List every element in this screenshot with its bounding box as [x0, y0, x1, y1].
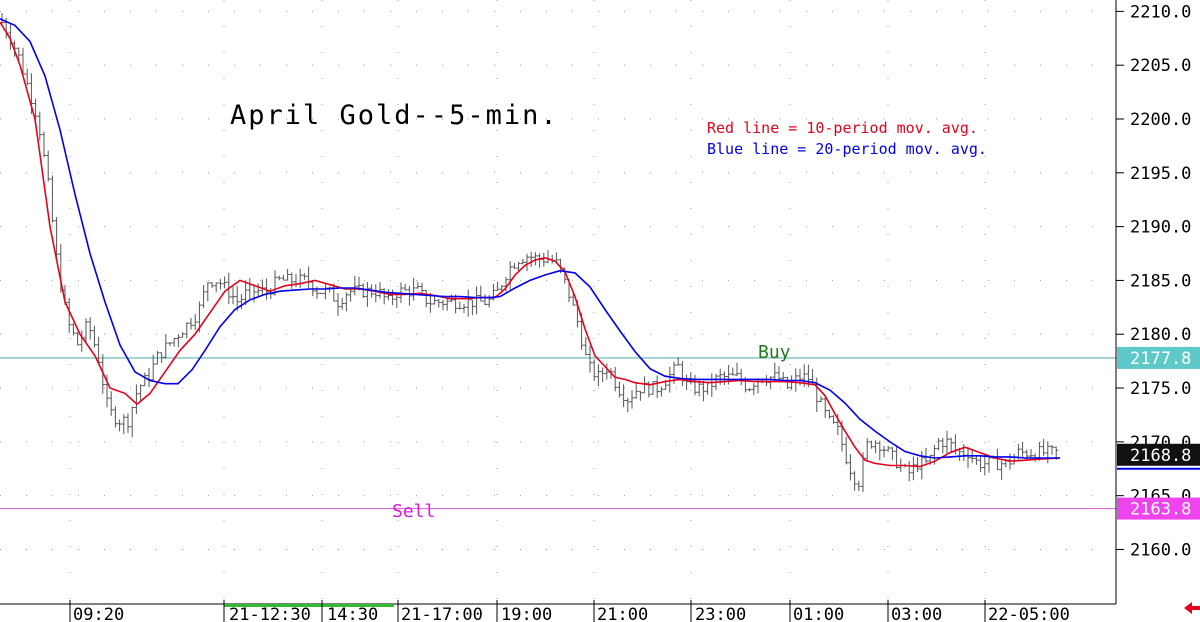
- price-tag-label: 2177.8: [1130, 349, 1191, 369]
- x-tick-label: 03:00: [891, 605, 942, 622]
- x-axis-ticks: 09:20 21-12:30 14:30 21-17:00 19:00 21:00 23:0…: [69, 600, 1070, 622]
- legend-blue: Blue line = 20-period mov. avg.: [707, 140, 987, 158]
- x-tick-label: 22-05:00: [988, 605, 1070, 622]
- x-tick-label: 21:00: [597, 605, 648, 622]
- price-tag-box: [1117, 497, 1200, 520]
- buy-label: Buy: [758, 342, 791, 363]
- y-tick-label: 2190.0: [1130, 218, 1191, 238]
- y-tick-label: 2200.0: [1130, 110, 1191, 130]
- chart-title: April Gold--5-min.: [230, 100, 559, 131]
- scroll-left-arrow-icon[interactable]: [1184, 602, 1200, 614]
- y-tick-label: 2175.0: [1130, 379, 1191, 399]
- price-tag-box: [1117, 346, 1200, 369]
- level-lines: [0, 357, 1116, 510]
- y-tick-label: 2210.0: [1130, 2, 1191, 22]
- x-tick-label: 23:00: [695, 605, 746, 622]
- blue-moving-average-line: [0, 18, 1060, 459]
- x-tick-label: 14:30: [327, 605, 378, 622]
- red-moving-average-line: [0, 21, 1061, 468]
- moving-average-lines: [0, 18, 1061, 468]
- price-tag-label: 2168.8: [1130, 446, 1191, 466]
- price-tag-box: [1117, 443, 1200, 466]
- y-tick-label: 2185.0: [1130, 271, 1191, 291]
- price-tag-label: 2163.8: [1130, 500, 1191, 520]
- x-tick-label: 19:00: [501, 605, 552, 622]
- x-tick-label: 21-12:30: [229, 605, 311, 622]
- x-axis-session-highlight: [224, 604, 394, 607]
- y-tick-label: 2180.0: [1130, 325, 1191, 345]
- x-tick-label: 09:20: [73, 605, 124, 622]
- sell-label: Sell: [392, 501, 435, 522]
- legend-red: Red line = 10-period mov. avg.: [707, 119, 978, 137]
- y-tick-label: 2195.0: [1130, 164, 1191, 184]
- x-tick-label: 21-17:00: [401, 605, 483, 622]
- x-tick-label: 01:00: [793, 605, 844, 622]
- price-tags: 2177.8 2163.8 2168.8: [1117, 346, 1200, 520]
- y-tick-label: 2160.0: [1130, 540, 1191, 560]
- y-tick-label: 2205.0: [1130, 56, 1191, 76]
